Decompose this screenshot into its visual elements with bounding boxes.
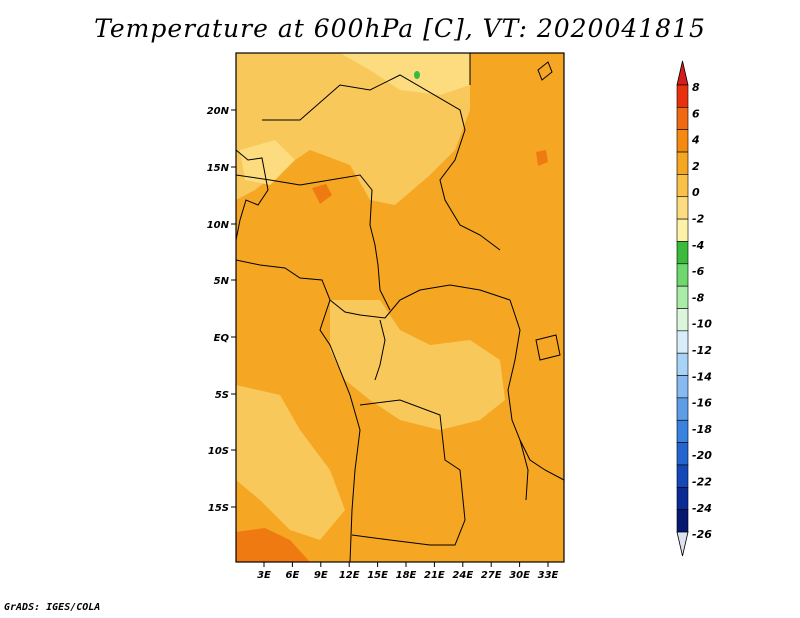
lon-tick-label: 3E — [257, 570, 271, 581]
colorbar-segment — [676, 330, 689, 354]
colorbar-label: -20 — [692, 449, 712, 462]
colorbar-label: -22 — [692, 476, 712, 489]
lat-tick-label: 10S — [208, 446, 229, 457]
colorbar-segment — [676, 107, 689, 130]
west-coast — [236, 149, 269, 241]
lon-tick-label: 18E — [396, 570, 417, 581]
field-center-light — [330, 300, 505, 430]
angola-border — [351, 399, 466, 546]
temperature-field — [236, 53, 564, 562]
east-lakes — [507, 299, 564, 481]
colorbar-segment — [676, 464, 689, 488]
lake-tanganyika — [519, 439, 529, 501]
colorbar-segment — [676, 196, 689, 220]
colorbar-label: 0 — [692, 186, 700, 199]
field-green-spot — [414, 71, 420, 79]
colorbar-label: -26 — [692, 528, 712, 541]
lon-tick-label: 27E — [481, 570, 502, 581]
nigeria-border — [236, 174, 391, 311]
longitude-axis: 3E 6E 9E 12E 15E 18E 21E 24E 27E 30E 33E — [257, 562, 559, 581]
colorbar-segment — [676, 218, 689, 242]
latitude-axis: 20N 15N 10N 5N EQ 5S 10S 15S — [207, 106, 236, 514]
colorbar-segment — [676, 129, 689, 153]
colorbar-label: -4 — [692, 239, 704, 252]
colorbar-top-arrow — [676, 60, 689, 86]
colorbar-label: -16 — [692, 397, 712, 410]
colorbar-label: -8 — [692, 291, 705, 304]
lon-tick-label: 15E — [367, 570, 388, 581]
colorbar-label: -10 — [692, 318, 712, 331]
colorbar-segment — [676, 375, 689, 399]
colorbar-segment — [676, 241, 689, 265]
field-north-pale — [340, 53, 470, 95]
colorbar: 8 6 4 2 0 -2 -4 -6 -8 -10 -12 -14 -16 -18 -20 -22 -24 -26 — [676, 60, 712, 557]
colorbar-label: -2 — [692, 213, 705, 226]
colorbar-label: -14 — [692, 370, 712, 383]
lon-tick-label: 24E — [452, 570, 473, 581]
lat-tick-label: 5S — [215, 390, 229, 401]
colorbar-segment — [676, 419, 689, 443]
colorbar-label: -24 — [692, 502, 712, 515]
colorbar-segment — [676, 151, 689, 175]
northern-border — [262, 74, 501, 251]
colorbar-segment — [676, 509, 689, 533]
colorbar-segment — [676, 308, 689, 332]
lat-tick-label: 10N — [207, 220, 230, 231]
lat-tick-label: 15S — [208, 503, 229, 514]
lon-tick-label: 6E — [286, 570, 300, 581]
colorbar-segment — [676, 263, 689, 287]
colorbar-label: -6 — [692, 265, 705, 278]
colorbar-segment — [676, 84, 689, 108]
red-sea-island — [537, 61, 553, 81]
colorbar-segment — [676, 174, 689, 198]
map-title: Temperature at 600hPa [C], VT: 202004181… — [94, 14, 706, 43]
congo-river — [374, 319, 386, 381]
colorbar-label: -18 — [692, 423, 712, 436]
lon-tick-label: 21E — [424, 570, 445, 581]
lat-tick-label: EQ — [214, 333, 230, 344]
field-east — [470, 80, 564, 260]
lat-tick-label: 20N — [207, 106, 230, 117]
colorbar-label: 6 — [692, 107, 700, 120]
boundaries — [236, 53, 564, 562]
colorbar-label: 4 — [691, 134, 700, 147]
field-west-pale — [240, 140, 295, 185]
colorbar-bottom-arrow — [676, 531, 689, 557]
map-frame — [235, 52, 565, 563]
field-southwest-dark — [236, 528, 310, 562]
colorbar-segment — [676, 397, 689, 421]
colorbar-label: 8 — [692, 81, 700, 94]
lake-victoria — [535, 334, 561, 361]
central-border — [329, 284, 511, 319]
lon-tick-label: 33E — [538, 570, 559, 581]
colorbar-segment — [676, 442, 689, 466]
grads-credit: GrADS: IGES/COLA — [4, 602, 101, 613]
field-dark-patch — [312, 184, 332, 204]
lon-tick-label: 12E — [339, 570, 360, 581]
colorbar-segment — [676, 486, 689, 510]
colorbar-segment — [676, 352, 689, 376]
colorbar-segment — [676, 285, 689, 309]
atlantic-coast — [236, 259, 361, 562]
lon-tick-label: 30E — [509, 570, 530, 581]
lat-tick-label: 5N — [214, 276, 230, 287]
field-southwest-light — [236, 385, 345, 540]
lon-tick-label: 9E — [314, 570, 328, 581]
colorbar-label: -12 — [692, 344, 712, 357]
colorbar-label: 2 — [692, 160, 700, 173]
field-dark-patch-east — [536, 150, 548, 166]
lat-tick-label: 15N — [207, 163, 230, 174]
